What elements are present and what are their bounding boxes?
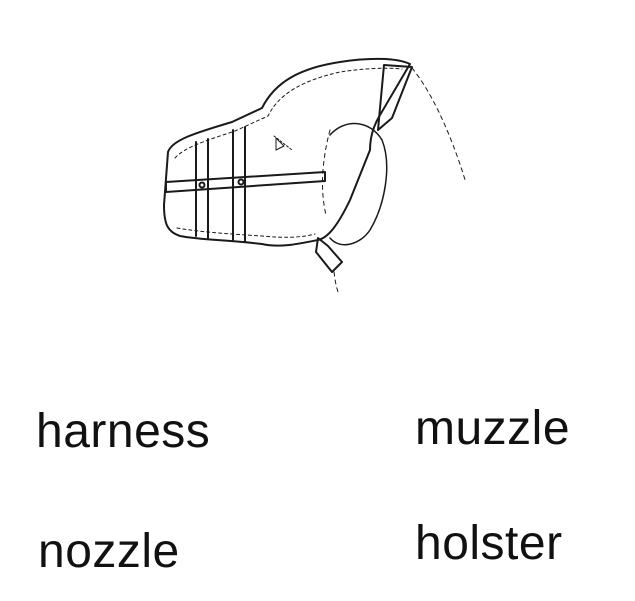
strap-rivet xyxy=(237,178,245,186)
option-muzzle[interactable]: muzzle xyxy=(415,402,571,455)
dog-muzzle-illustration xyxy=(163,57,467,293)
option-harness[interactable]: harness xyxy=(36,405,211,458)
option-holster[interactable]: holster xyxy=(415,517,563,570)
strap-rivet xyxy=(198,181,206,189)
dog-head-outline xyxy=(411,67,467,184)
muzzle-seam xyxy=(174,67,403,159)
dog-ear xyxy=(329,122,388,246)
chin-strap xyxy=(315,237,343,273)
neck-strap xyxy=(377,64,413,131)
muzzle-outline xyxy=(163,57,411,247)
muzzle-strap xyxy=(165,171,326,193)
option-nozzle[interactable]: nozzle xyxy=(38,525,180,578)
